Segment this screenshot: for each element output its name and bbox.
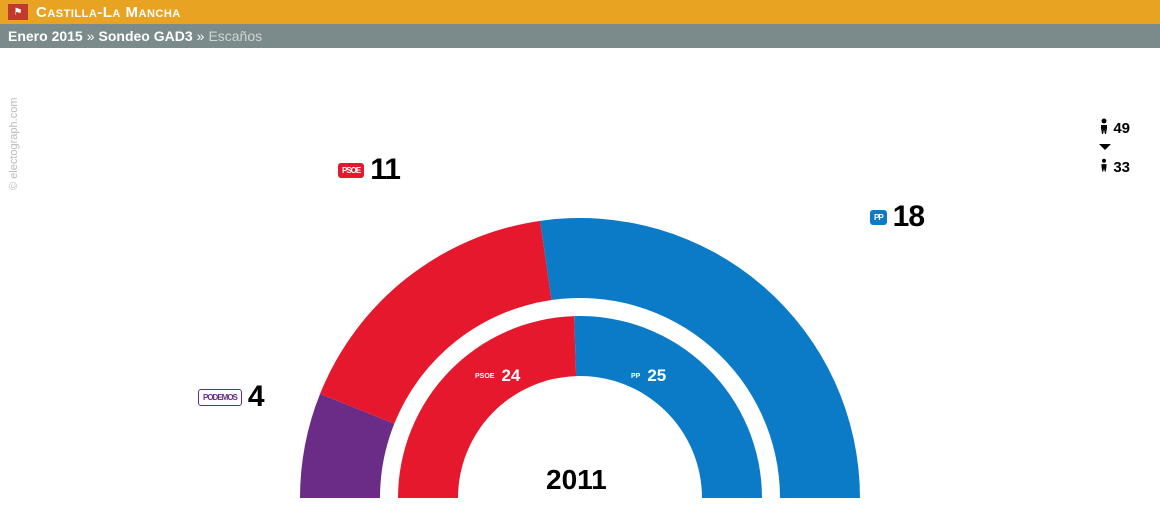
podemos-logo-icon: PODEMOS (198, 389, 242, 406)
breadcrumb-metric: Escaños (208, 28, 262, 44)
pp-logo-icon: PP (870, 210, 887, 225)
seats-change-box: 49 33 (1097, 118, 1130, 178)
hemicycle-chart (245, 168, 915, 513)
breadcrumb-bar: Enero 2015 » Sondeo GAD3 » Escaños (0, 24, 1160, 48)
year-label: 2011 (546, 464, 607, 496)
person-icon-after (1097, 158, 1111, 176)
region-name: Castilla-La Mancha (36, 4, 181, 21)
psoe-seats: 11 (370, 153, 400, 187)
region-flag-icon: ⚑ (8, 4, 28, 20)
breadcrumb-sep-2: » (197, 28, 205, 44)
podemos-seats: 4 (248, 380, 264, 414)
breadcrumb-date: Enero 2015 (8, 28, 83, 44)
pp-2011-logo-icon: PP (628, 371, 643, 382)
seats-after-row: 33 (1097, 158, 1130, 176)
label-podemos: PODEMOS 4 (198, 380, 264, 414)
label-pp: PP 18 (870, 200, 924, 234)
breadcrumb-poll: Sondeo GAD3 (99, 28, 193, 44)
hemicycle-svg (245, 168, 915, 508)
pp-2011-seats: 25 (647, 366, 666, 386)
psoe-logo-icon: PSOE (338, 163, 364, 178)
seats-after-value: 33 (1113, 159, 1130, 176)
psoe-2011-logo-icon: PSOE (472, 371, 497, 382)
seats-before-row: 49 (1097, 118, 1130, 138)
breadcrumb-sep-1: » (87, 28, 95, 44)
person-icon-before (1097, 118, 1111, 138)
header-region-bar: ⚑ Castilla-La Mancha (0, 0, 1160, 24)
arrow-down-icon (1097, 142, 1113, 152)
label-pp-2011: PP 25 (628, 366, 666, 386)
chart-area: PODEMOS 4 PSOE 11 PP 18 PSOE 24 PP 25 20… (0, 48, 1160, 505)
label-psoe: PSOE 11 (338, 153, 400, 187)
pp-seats: 18 (893, 200, 924, 234)
seats-before-value: 49 (1113, 120, 1130, 137)
psoe-2011-seats: 24 (501, 366, 520, 386)
label-psoe-2011: PSOE 24 (472, 366, 520, 386)
